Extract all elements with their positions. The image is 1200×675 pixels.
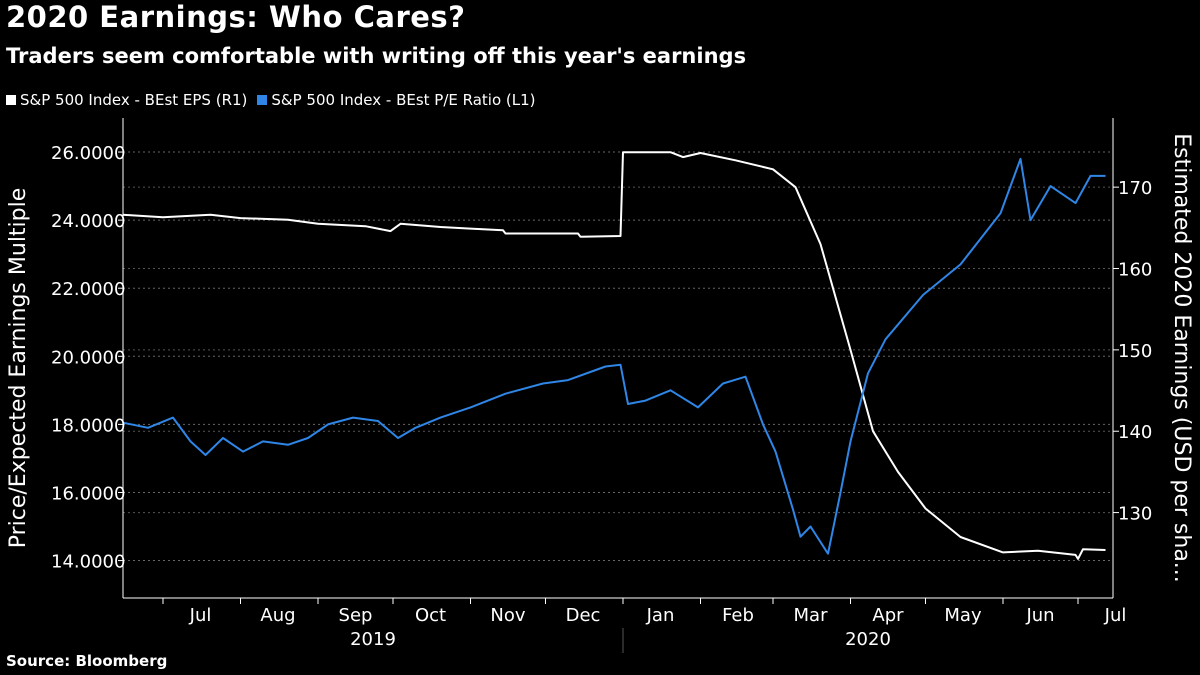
y-left-axis-title: Price/Expected Earnings Multiple xyxy=(6,188,31,549)
x-tick-label: Mar xyxy=(794,605,829,626)
y-left-tick-label: 16.0000 xyxy=(51,483,125,504)
x-tick-label: Jul xyxy=(1104,605,1127,626)
axes xyxy=(118,118,1119,653)
chart-subtitle: Traders seem comfortable with writing of… xyxy=(6,44,747,68)
source-note: Source: Bloomberg xyxy=(6,652,168,670)
series-line-eps xyxy=(122,151,1106,560)
legend-label-pe: S&P 500 Index - BEst P/E Ratio (L1) xyxy=(271,91,536,109)
y-left-tick-label: 20.0000 xyxy=(51,347,125,368)
legend-swatch-eps xyxy=(6,95,16,105)
y-right-tick-label: 170 xyxy=(1118,178,1152,199)
legend-item-pe: S&P 500 Index - BEst P/E Ratio (L1) xyxy=(257,91,536,109)
series-lines xyxy=(122,151,1106,560)
gridlines xyxy=(123,151,1113,562)
x-tick-label: Aug xyxy=(260,605,295,626)
x-tick-label: Jul xyxy=(189,605,212,626)
legend-label-eps: S&P 500 Index - BEst EPS (R1) xyxy=(20,91,248,109)
x-tick-label: Jan xyxy=(646,605,675,626)
x-year-label-2019: 2019 xyxy=(350,629,396,650)
x-tick-label: May xyxy=(944,605,982,626)
y-right-tick-label: 140 xyxy=(1118,422,1152,443)
legend: S&P 500 Index - BEst EPS (R1) S&P 500 In… xyxy=(6,91,546,109)
axis-labels: 14.0000 16.0000 18.0000 20.0000 22.0000 24.00… xyxy=(6,133,1194,650)
x-tick-label: Dec xyxy=(566,605,601,626)
y-left-tick-label: 22.0000 xyxy=(51,279,125,300)
y-right-axis-title: Estimated 2020 Earnings (USD per sha... xyxy=(1169,133,1194,583)
y-right-tick-label: 130 xyxy=(1118,504,1152,525)
x-tick-label: Apr xyxy=(872,605,904,626)
legend-swatch-pe xyxy=(257,95,268,105)
y-left-tick-label: 18.0000 xyxy=(51,415,125,436)
series-line-pe xyxy=(122,157,1106,555)
y-right-tick-label: 160 xyxy=(1118,260,1152,281)
x-tick-label: Feb xyxy=(722,605,754,626)
chart-title: 2020 Earnings: Who Cares? xyxy=(6,0,466,34)
y-left-tick-label: 24.0000 xyxy=(51,211,125,232)
y-left-tick-label: 26.0000 xyxy=(51,143,125,164)
y-right-tick-label: 150 xyxy=(1118,341,1152,362)
x-tick-label: Sep xyxy=(339,605,373,626)
x-tick-label: Oct xyxy=(415,605,446,626)
x-tick-label: Jun xyxy=(1025,605,1054,626)
y-left-tick-label: 14.0000 xyxy=(51,552,125,573)
x-tick-label: Nov xyxy=(490,605,525,626)
x-year-label-2020: 2020 xyxy=(845,629,891,650)
legend-item-eps: S&P 500 Index - BEst EPS (R1) xyxy=(6,91,247,109)
